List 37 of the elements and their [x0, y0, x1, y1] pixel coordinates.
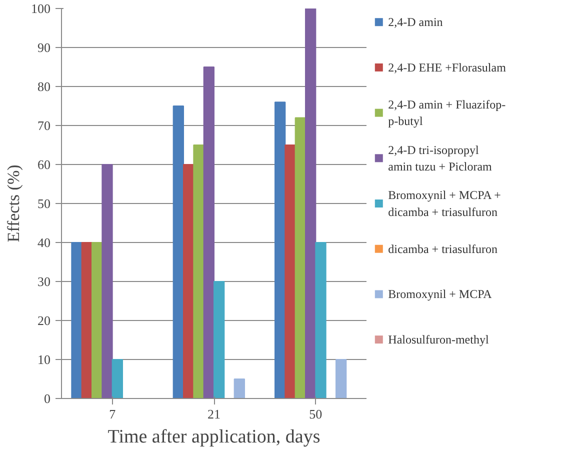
legend-label: Bromoxynil + MCPA + dicamba + triasulfuron: [388, 188, 502, 219]
x-axis-title: Time after application, days: [108, 426, 320, 448]
y-tick-label: 0: [44, 391, 50, 406]
bar: [214, 281, 225, 398]
y-tick-label: 50: [38, 196, 50, 211]
bar: [284, 144, 296, 398]
bar: [274, 102, 286, 398]
bar: [71, 242, 82, 398]
legend-label: 2,4-D amin + Fluazifop-p-butyl: [388, 97, 506, 128]
x-tick-label: 50: [309, 406, 322, 422]
x-tick-label: 21: [208, 406, 220, 422]
y-tick-label: 10: [38, 352, 50, 367]
bar: [203, 66, 214, 398]
y-tick-label: 80: [38, 79, 50, 94]
y-tick-label: 100: [31, 1, 50, 16]
legend-label: 2,4-D tri-isopropyl amin tuzu + Picloram: [388, 142, 493, 174]
bar: [102, 164, 113, 398]
y-tick-label: 20: [38, 313, 50, 328]
bar: [193, 144, 204, 398]
y-tick-label: 60: [38, 157, 50, 172]
x-tick-label: 7: [109, 406, 116, 422]
legend-label: Bromoxynil + MCPA: [388, 287, 492, 302]
y-tick-label: 90: [38, 40, 50, 55]
legend-label: 2,4-D amin: [388, 15, 443, 30]
y-tick-label: 30: [38, 274, 50, 289]
bar: [234, 378, 245, 398]
legend-label: dicamba + triasulfuron: [388, 242, 498, 256]
bar: [336, 359, 347, 398]
legend-label: Halosulfuron-methyl: [388, 332, 490, 347]
y-axis-title: Effects (%): [4, 164, 23, 242]
legend-label: 2,4-D EHE +Florasulam: [388, 60, 507, 74]
bar: [112, 359, 123, 398]
bar: [305, 8, 316, 398]
y-tick-label: 40: [38, 235, 50, 250]
bar: [172, 106, 184, 398]
y-tick-label: 70: [38, 118, 50, 133]
bar: [315, 242, 326, 398]
